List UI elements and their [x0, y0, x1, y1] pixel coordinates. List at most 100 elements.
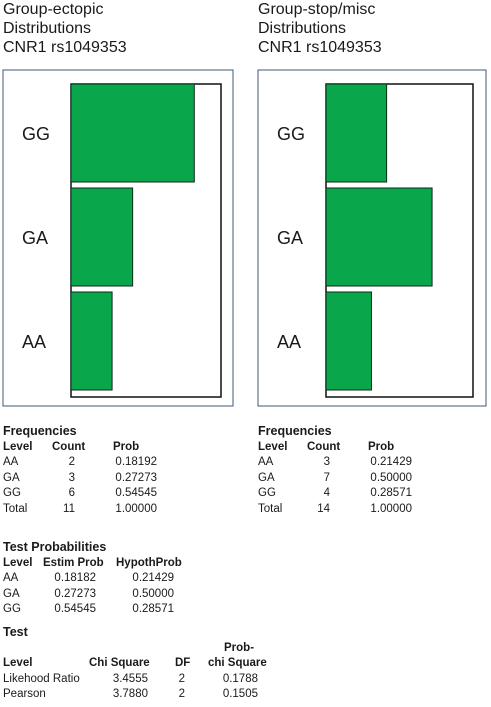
left-frequency-cell: Total — [3, 502, 28, 515]
category-label-aa: AA — [277, 332, 301, 352]
left-frequency-cell: 0.18192 — [115, 456, 157, 468]
test-cell: 2 — [178, 672, 185, 685]
category-label-ga: GA — [277, 228, 303, 248]
header-level: Level — [3, 657, 33, 669]
right-frequency-cell: GA — [258, 471, 275, 484]
test-row: Pearson 3.7880 2 0.1505 — [3, 687, 283, 703]
header-df: DF — [175, 657, 191, 669]
left-frequency-cell: 1.00000 — [115, 502, 157, 515]
bar-ga — [70, 187, 134, 287]
left-chart-title: Group-ectopic Distributions CNR1 rs10493… — [3, 0, 127, 57]
left-title-line-2: Distributions — [3, 20, 92, 37]
test-probability-cell: GG — [3, 603, 21, 615]
test-probability-row: GA 0.27273 0.50000 — [3, 587, 203, 603]
right-chart-frame — [257, 69, 487, 407]
right-frequency-row: GA 7 0.50000 — [258, 471, 418, 487]
test-table: Test Prob- Level Chi Square DF chi Squar… — [3, 625, 283, 703]
test-probabilities-heading: Test Probabilities — [3, 540, 107, 554]
test-cell: Likehood Ratio — [3, 672, 80, 685]
test-probabilities-table: Test Probabilities Level Estim Prob Hypo… — [3, 540, 203, 618]
left-frequency-row: GA 3 0.27273 — [3, 471, 163, 487]
test-cell: 3.7880 — [112, 688, 148, 700]
left-chart-frame — [2, 69, 234, 407]
left-frequency-cell: 0.27273 — [115, 471, 157, 484]
right-frequency-cell: Total — [258, 502, 283, 515]
bar-gg — [325, 83, 388, 183]
header-prob: Prob — [368, 440, 395, 453]
header-prob-prefix: Prob- — [224, 641, 255, 654]
right-title-line-3: CNR1 rs1049353 — [258, 39, 382, 56]
test-cell: 0.1505 — [222, 688, 258, 700]
right-frequency-cell: 4 — [323, 487, 330, 499]
left-frequencies-header-row: Level Count Prob — [3, 440, 163, 456]
test-probability-cell: 0.54545 — [54, 603, 96, 615]
test-cell: Pearson — [3, 688, 46, 700]
header-level: Level — [3, 556, 33, 569]
test-row: Likehood Ratio 3.4555 2 0.1788 — [3, 672, 283, 688]
left-frequency-cell: 3 — [68, 471, 75, 484]
left-frequency-cell: GG — [3, 487, 21, 499]
test-header-prob-line: Prob- — [3, 641, 283, 657]
left-frequency-cell: 0.54545 — [115, 487, 157, 499]
test-probability-row: GG 0.54545 0.28571 — [3, 602, 203, 618]
category-label-aa: AA — [22, 332, 46, 352]
left-frequency-cell: 2 — [68, 456, 75, 468]
distribution-charts: GG GA AA GG GA AA — [2, 69, 487, 407]
left-title-line-3: CNR1 rs1049353 — [3, 39, 127, 56]
right-title-line-1: Group-stop/misc — [258, 1, 376, 18]
right-frequency-cell: AA — [258, 456, 274, 468]
category-label-gg: GG — [277, 124, 305, 144]
category-label-gg: GG — [22, 124, 50, 144]
test-heading: Test — [3, 625, 28, 639]
header-level: Level — [258, 440, 288, 453]
right-frequency-cell: GG — [258, 487, 276, 499]
right-frequencies-header-row: Level Count Prob — [258, 440, 418, 456]
right-frequency-cell: 1.00000 — [370, 502, 412, 515]
left-frequency-cell: GA — [3, 471, 20, 484]
left-title-line-1: Group-ectopic — [3, 1, 104, 18]
right-title-line-2: Distributions — [258, 20, 347, 37]
right-frequency-cell: 14 — [317, 502, 330, 515]
left-frequency-row: GG 6 0.54545 — [3, 486, 163, 502]
header-level: Level — [3, 440, 33, 453]
bar-aa — [325, 291, 372, 391]
header-count: Count — [307, 440, 341, 453]
test-probability-row: AA 0.18182 0.21429 — [3, 571, 203, 587]
right-frequency-cell: 0.28571 — [370, 487, 412, 499]
right-frequency-row: GG 4 0.28571 — [258, 486, 418, 502]
test-probability-cell: 0.21429 — [132, 572, 174, 584]
right-chart-title: Group-stop/misc Distributions CNR1 rs104… — [258, 0, 382, 57]
left-frequency-cell: 11 — [63, 502, 75, 515]
right-frequency-cell: 7 — [323, 471, 330, 484]
header-count: Count — [52, 440, 86, 453]
test-probability-cell: 0.50000 — [132, 587, 174, 600]
right-frequencies-table: Frequencies Level Count Prob AA 3 0.21429 G… — [258, 424, 418, 517]
test-cell: 0.1788 — [222, 672, 258, 685]
bar-gg — [70, 83, 195, 183]
left-frequency-cell: 6 — [68, 487, 75, 499]
right-frequency-cell: 0.21429 — [370, 456, 412, 468]
test-probabilities-header-row: Level Estim Prob HypothProb — [3, 556, 203, 572]
test-cell: 3.4555 — [112, 672, 148, 685]
bar-ga — [325, 187, 433, 287]
test-probability-cell: 0.27273 — [54, 587, 96, 600]
left-frequency-row: Total 11 1.00000 — [3, 502, 163, 518]
right-frequency-row: Total 14 1.00000 — [258, 502, 418, 518]
bar-aa — [70, 291, 113, 391]
category-label-ga: GA — [22, 228, 48, 248]
right-frequency-row: AA 3 0.21429 — [258, 455, 418, 471]
header-hypoth-prob: HypothProb — [116, 556, 182, 569]
test-header-row: Level Chi Square DF chi Square — [3, 656, 283, 672]
left-frequency-row: AA 2 0.18192 — [3, 455, 163, 471]
header-prob-chi-square: chi Square — [208, 657, 267, 669]
right-frequency-cell: 3 — [323, 456, 330, 468]
left-frequency-cell: AA — [3, 456, 19, 468]
left-frequencies-heading: Frequencies — [3, 424, 77, 438]
header-prob: Prob — [113, 440, 140, 453]
right-frequencies-heading: Frequencies — [258, 424, 332, 438]
left-frequencies-table: Frequencies Level Count Prob AA 2 0.18192 G… — [3, 424, 163, 517]
header-chi-square: Chi Square — [89, 657, 150, 669]
test-probability-cell: 0.18182 — [54, 572, 96, 584]
right-frequency-cell: 0.50000 — [370, 471, 412, 484]
header-estim-prob: Estim Prob — [43, 556, 104, 569]
